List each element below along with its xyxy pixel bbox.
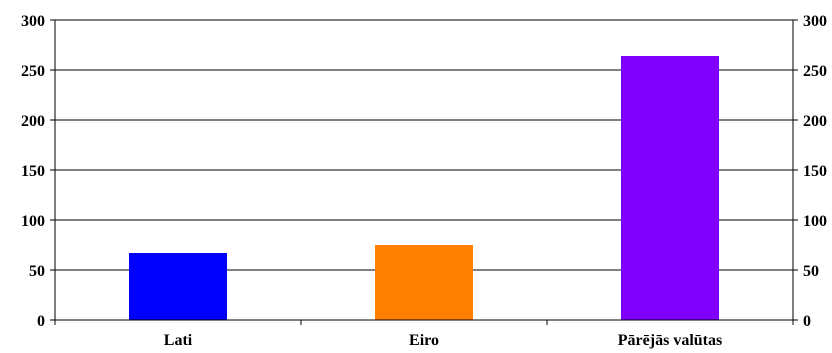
y-tick-label-left: 200	[21, 113, 45, 130]
x-axis-category-labels: Lati Eiro Pārējās valūtas	[164, 332, 722, 349]
y-tick-label-left: 150	[21, 163, 45, 180]
y-tick-label-right: 150	[803, 163, 827, 180]
y-tick-label-left: 50	[29, 263, 45, 280]
x-category-label: Eiro	[409, 332, 439, 349]
bar-lati	[129, 253, 227, 320]
y-tick-label-right: 100	[803, 213, 827, 230]
bars	[129, 56, 719, 320]
y-tick-label-left: 300	[21, 13, 45, 30]
y-axis-right-ticks: 0 50 100 150 200 250 300	[803, 13, 827, 330]
y-tick-label-right: 250	[803, 63, 827, 80]
bar-pārējās-valūtas	[621, 56, 719, 320]
y-tick-label-right: 50	[803, 263, 819, 280]
x-category-label: Lati	[164, 332, 193, 349]
x-category-label: Pārējās valūtas	[618, 332, 722, 349]
y-tick-label-right: 200	[803, 113, 827, 130]
y-tick-label-left: 100	[21, 213, 45, 230]
y-tick-label-left: 250	[21, 63, 45, 80]
y-tick-label-right: 0	[803, 313, 811, 330]
y-tick-label-right: 300	[803, 13, 827, 30]
y-tick-label-left: 0	[37, 313, 45, 330]
bar-eiro	[375, 245, 473, 320]
axes	[50, 19, 798, 325]
y-axis-left-ticks: 0 50 100 150 200 250 300	[21, 13, 45, 330]
